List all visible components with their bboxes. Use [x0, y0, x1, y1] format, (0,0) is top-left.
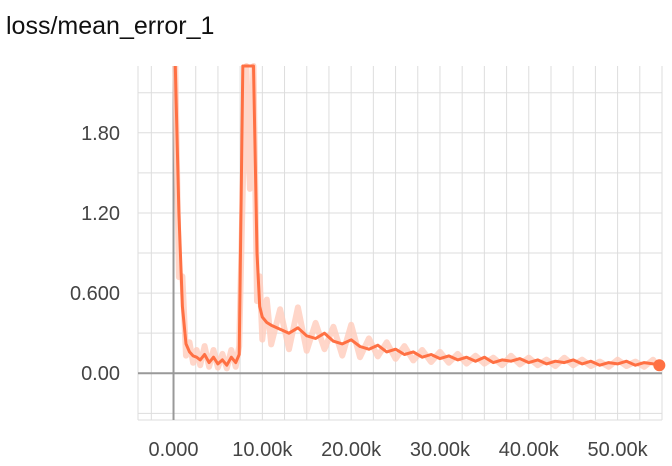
y-tick-label: 1.20 — [81, 203, 120, 225]
x-tick-labels: 0.000 10.00k 20.00k 30.00k 40.00k 50.00k — [148, 439, 648, 461]
series-endpoint — [653, 359, 666, 372]
x-tick-label: 50.00k — [588, 439, 649, 461]
y-tick-label: 1.80 — [81, 123, 120, 145]
x-tick-label: 40.00k — [499, 439, 560, 461]
y-tick-label: 0.600 — [70, 283, 120, 305]
x-tick-label: 20.00k — [321, 439, 382, 461]
x-tick-label: 10.00k — [232, 439, 293, 461]
smoothed-series — [173, 64, 666, 372]
y-tick-label: 0.00 — [81, 363, 120, 385]
y-tick-labels: 0.00 0.600 1.20 1.80 — [70, 123, 120, 385]
x-tick-label: 0.000 — [148, 439, 198, 461]
x-tick-label: 30.00k — [410, 439, 471, 461]
chart-title: loss/mean_error_1 — [6, 12, 215, 40]
series-line — [173, 64, 660, 367]
